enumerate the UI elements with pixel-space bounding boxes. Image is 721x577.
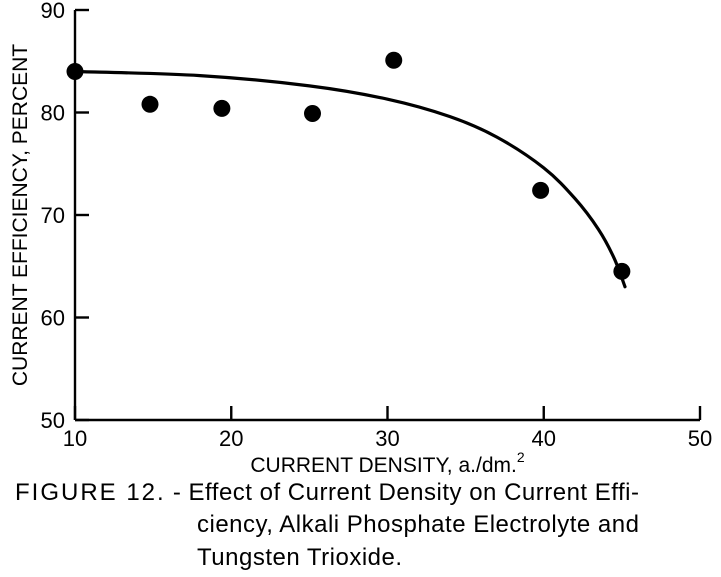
svg-text:80: 80	[41, 101, 65, 126]
svg-text:40: 40	[532, 426, 556, 451]
caption-prefix: FIGURE 12.	[15, 479, 166, 506]
svg-text:20: 20	[219, 426, 243, 451]
svg-text:10: 10	[63, 426, 87, 451]
caption-line-2: ciency, Alkali Phosphate Electrolyte and	[15, 509, 705, 541]
svg-text:60: 60	[41, 306, 65, 331]
svg-text:50: 50	[688, 426, 712, 451]
svg-text:30: 30	[375, 426, 399, 451]
svg-text:70: 70	[41, 203, 65, 228]
svg-text:CURRENT EFFICIENCY, PERCENT: CURRENT EFFICIENCY, PERCENT	[9, 44, 32, 386]
svg-text:50: 50	[41, 408, 65, 433]
svg-text:90: 90	[41, 0, 65, 23]
figure-caption: FIGURE 12. - Effect of Current Density o…	[15, 477, 705, 574]
caption-rest-1: - Effect of Current Density on Current E…	[166, 479, 640, 506]
figure-container: { "chart": { "type": "scatter+line", "wi…	[0, 0, 721, 577]
svg-text:CURRENT DENSITY, a./dm.2: CURRENT DENSITY, a./dm.2	[250, 449, 524, 477]
caption-line-3: Tungsten Trioxide.	[15, 542, 705, 574]
caption-line-1: FIGURE 12. - Effect of Current Density o…	[15, 477, 705, 509]
